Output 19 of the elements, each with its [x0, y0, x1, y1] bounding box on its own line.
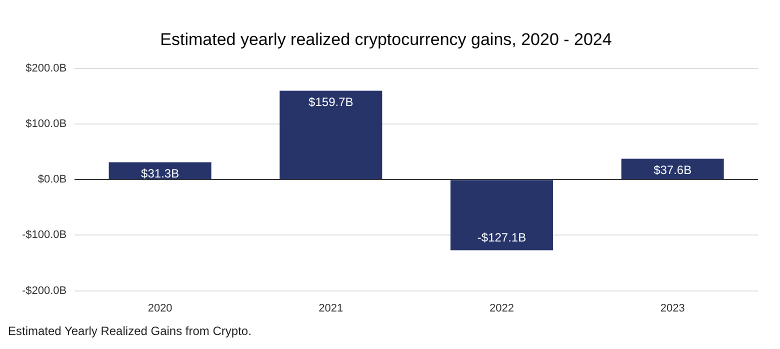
y-tick-label: $0.0B: [38, 174, 67, 186]
y-tick-label: -$100.0B: [22, 229, 67, 242]
x-tick-label: 2022: [490, 302, 514, 314]
data-label: $37.6B: [654, 163, 692, 178]
y-tick-label: $100.0B: [26, 118, 67, 130]
y-tick-label: -$200.0B: [22, 284, 67, 297]
x-tick-label: 2021: [318, 302, 344, 314]
data-label: $159.7B: [308, 95, 354, 110]
data-label: -$127.1B: [477, 230, 526, 245]
chart-title: Estimated yearly realized cryptocurrency gains, 2020 - 2024: [160, 30, 612, 49]
y-tick-label: $200.0B: [26, 62, 67, 74]
data-label: $31.3B: [141, 166, 180, 181]
text: Estimated Yearly Realized Gains from Crypto.: [8, 324, 252, 338]
bar: [108, 162, 212, 180]
x-tick-label: 2023: [660, 302, 685, 314]
bar: [450, 180, 553, 250]
bar: [621, 158, 724, 180]
x-tick-label: 2020: [148, 302, 172, 314]
bar: [280, 90, 382, 180]
